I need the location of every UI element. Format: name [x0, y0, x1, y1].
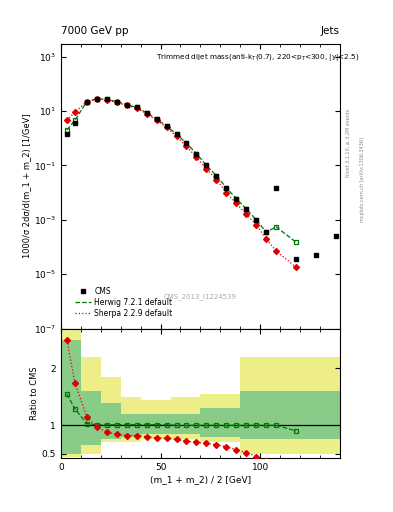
Sherpa 2.2.9 default [214, 177, 219, 183]
Sherpa 2.2.9 default [224, 189, 229, 196]
CMS [164, 123, 169, 129]
CMS [174, 131, 179, 137]
Legend: CMS, Herwig 7.2.1 default, Sherpa 2.2.9 default: CMS, Herwig 7.2.1 default, Sherpa 2.2.9 … [73, 285, 174, 319]
CMS [84, 98, 89, 104]
Herwig 7.2.1 default [73, 117, 77, 123]
Herwig 7.2.1 default [234, 196, 239, 202]
Line: CMS: CMS [64, 96, 338, 262]
CMS [94, 96, 99, 102]
CMS [154, 116, 159, 122]
CMS [64, 131, 69, 137]
CMS [124, 101, 129, 108]
Sherpa 2.2.9 default [144, 111, 149, 117]
Herwig 7.2.1 default [94, 96, 99, 102]
CMS [264, 229, 268, 236]
Sherpa 2.2.9 default [274, 248, 279, 254]
CMS [184, 140, 189, 146]
Sherpa 2.2.9 default [73, 109, 77, 115]
Y-axis label: Ratio to CMS: Ratio to CMS [30, 367, 39, 420]
Sherpa 2.2.9 default [234, 200, 239, 206]
Sherpa 2.2.9 default [164, 124, 169, 131]
Sherpa 2.2.9 default [264, 236, 268, 242]
Herwig 7.2.1 default [64, 127, 69, 133]
CMS [294, 257, 298, 263]
CMS [114, 98, 119, 104]
Sherpa 2.2.9 default [244, 211, 249, 217]
Sherpa 2.2.9 default [254, 222, 259, 228]
Herwig 7.2.1 default [224, 185, 229, 191]
Herwig 7.2.1 default [124, 101, 129, 108]
Line: Sherpa 2.2.9 default: Sherpa 2.2.9 default [67, 99, 296, 267]
CMS [73, 120, 77, 126]
Line: Herwig 7.2.1 default: Herwig 7.2.1 default [67, 99, 296, 242]
Sherpa 2.2.9 default [174, 134, 179, 140]
Herwig 7.2.1 default [134, 104, 139, 111]
Text: Jets: Jets [321, 26, 340, 36]
Sherpa 2.2.9 default [124, 102, 129, 109]
CMS [134, 104, 139, 111]
Herwig 7.2.1 default [214, 173, 219, 179]
Y-axis label: 1000/σ 2dσ/d(m_1 + m_2) [1/GeV]: 1000/σ 2dσ/d(m_1 + m_2) [1/GeV] [22, 114, 31, 259]
Herwig 7.2.1 default [204, 162, 209, 168]
Herwig 7.2.1 default [294, 239, 298, 245]
Text: CMS_2013_I1224539: CMS_2013_I1224539 [164, 293, 237, 300]
CMS [244, 206, 249, 212]
Herwig 7.2.1 default [84, 98, 89, 104]
Sherpa 2.2.9 default [114, 99, 119, 105]
Sherpa 2.2.9 default [64, 117, 69, 123]
Text: Rivet 3.1.10, ≥ 3.2M events: Rivet 3.1.10, ≥ 3.2M events [346, 109, 351, 178]
Sherpa 2.2.9 default [294, 264, 298, 270]
Herwig 7.2.1 default [254, 217, 259, 223]
CMS [224, 185, 229, 191]
Sherpa 2.2.9 default [84, 98, 89, 104]
CMS [214, 173, 219, 179]
Sherpa 2.2.9 default [194, 154, 199, 160]
Sherpa 2.2.9 default [105, 97, 109, 103]
Sherpa 2.2.9 default [204, 166, 209, 172]
Herwig 7.2.1 default [184, 140, 189, 146]
CMS [334, 233, 338, 239]
Sherpa 2.2.9 default [134, 105, 139, 112]
CMS [204, 162, 209, 168]
Herwig 7.2.1 default [244, 206, 249, 212]
Herwig 7.2.1 default [274, 224, 279, 230]
CMS [194, 151, 199, 157]
Herwig 7.2.1 default [144, 110, 149, 116]
Herwig 7.2.1 default [114, 98, 119, 104]
Herwig 7.2.1 default [174, 131, 179, 137]
Sherpa 2.2.9 default [184, 143, 189, 150]
CMS [105, 96, 109, 102]
Text: mcplots.cern.ch [arXiv:1306.3436]: mcplots.cern.ch [arXiv:1306.3436] [360, 137, 365, 222]
Sherpa 2.2.9 default [154, 117, 159, 123]
CMS [314, 252, 318, 258]
Herwig 7.2.1 default [154, 116, 159, 122]
CMS [274, 185, 279, 191]
Herwig 7.2.1 default [105, 96, 109, 102]
Herwig 7.2.1 default [194, 151, 199, 157]
CMS [234, 196, 239, 202]
X-axis label: (m_1 + m_2) / 2 [GeV]: (m_1 + m_2) / 2 [GeV] [150, 475, 251, 484]
Sherpa 2.2.9 default [94, 96, 99, 102]
Text: 7000 GeV pp: 7000 GeV pp [61, 26, 129, 36]
Herwig 7.2.1 default [164, 123, 169, 129]
CMS [254, 217, 259, 223]
Herwig 7.2.1 default [264, 229, 268, 236]
Text: Trimmed dijet mass(anti-k$_T$(0.7), 220<p$_T$<300, |y|<2.5): Trimmed dijet mass(anti-k$_T$(0.7), 220<… [156, 52, 359, 63]
CMS [144, 110, 149, 116]
